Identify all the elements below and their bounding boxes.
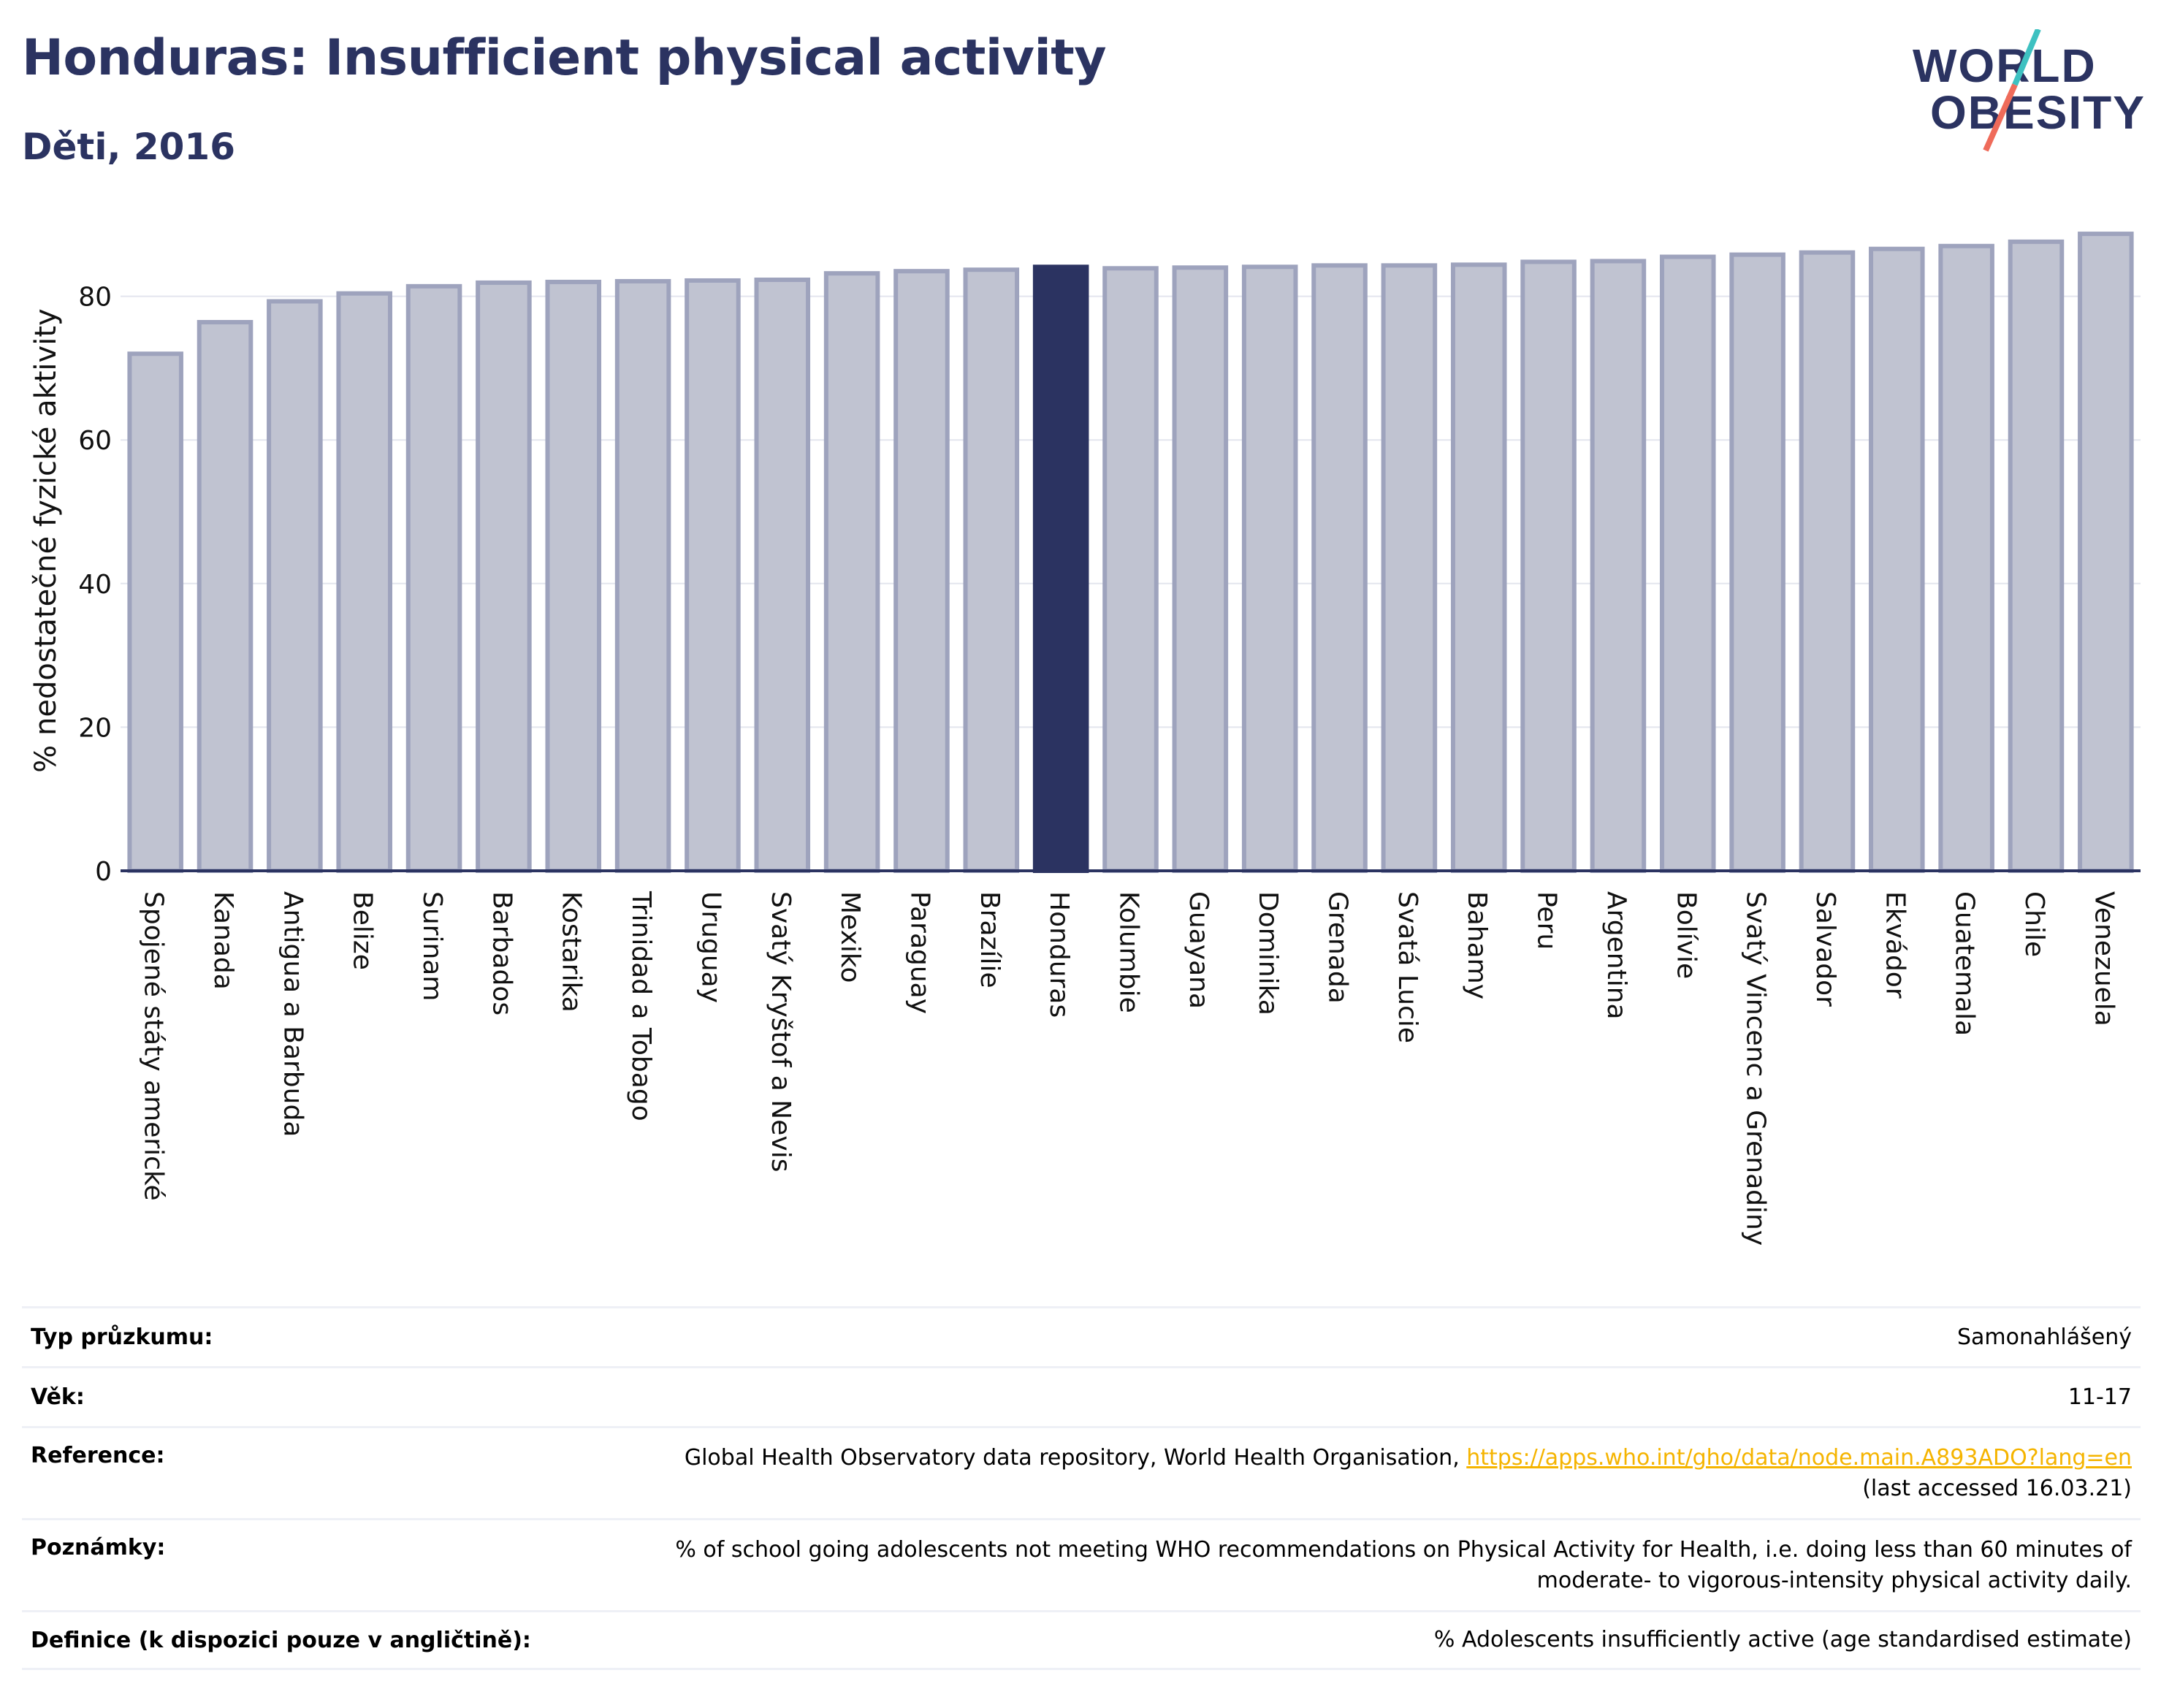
axes: 0 20 40 60 80 Spojené státy americké Kanada Ant…: [78, 283, 2141, 1246]
reference-link[interactable]: https://apps.who.int/gho/data/node.main.…: [1466, 1445, 2132, 1471]
x-tick-label: Svatý Kryštof a Nevis: [766, 891, 796, 1172]
info-value: Global Health Observatory data repositor…: [685, 1443, 2132, 1518]
x-tick-label: Trinidad a Tobago: [626, 891, 656, 1121]
logo-line1: WORLD: [1913, 39, 2097, 92]
x-tick-label: Kolumbie: [1114, 891, 1144, 1013]
bar: [197, 319, 254, 874]
bar: [754, 277, 811, 873]
bar: [1102, 266, 1159, 873]
x-tick-label: Guayana: [1184, 891, 1213, 1009]
bar: [2008, 239, 2065, 873]
x-tick-label: Svatý Vincenc a Grenadiny: [1741, 891, 1771, 1246]
bar: [1590, 259, 1647, 874]
x-tick-label: Kanada: [208, 891, 238, 990]
bar: [1381, 263, 1438, 873]
x-tick-label: Svatá Lucie: [1392, 891, 1422, 1043]
bar: [614, 278, 671, 874]
y-tick-label: 60: [78, 426, 112, 456]
notes-line1: % of school going adolescents not meetin…: [675, 1537, 2132, 1563]
bar: [823, 271, 880, 874]
notes-line2: moderate- to vigorous-intensity physical…: [1536, 1568, 2132, 1593]
bar: [1241, 264, 1298, 873]
bar: [405, 283, 462, 873]
x-tick-label: Bahamy: [1462, 891, 1492, 999]
x-tick-label: Paraguay: [904, 891, 934, 1014]
x-tick-label: Guatemala: [1950, 891, 1980, 1036]
y-tick-label: 80: [78, 283, 112, 313]
x-tick-label: Spojené státy americké: [139, 891, 169, 1201]
x-tick-label: Bolívie: [1671, 891, 1701, 979]
x-tick-label: Barbados: [487, 891, 517, 1015]
bar: [1311, 263, 1368, 873]
x-tick-label: Ekvádor: [1880, 891, 1910, 999]
reference-access-date: (last accessed 16.03.21): [1862, 1476, 2132, 1501]
info-row-notes: Poznámky: % of school going adolescents …: [22, 1518, 2141, 1610]
info-row-reference: Reference: Global Health Observatory dat…: [22, 1426, 2141, 1518]
info-value: 11-17: [2067, 1384, 2132, 1410]
info-label: Poznámky:: [31, 1535, 166, 1560]
bar: [1172, 265, 1229, 873]
x-tick-label: Chile: [2019, 891, 2049, 957]
reference-text: Global Health Observatory data repositor…: [684, 1445, 1467, 1471]
x-tick-label: Mexiko: [835, 891, 865, 983]
info-label: Definice (k dispozici pouze v angličtině…: [31, 1627, 531, 1653]
info-label: Reference:: [31, 1443, 165, 1468]
bar: [1450, 262, 1507, 873]
x-tick-label: Honduras: [1044, 891, 1074, 1018]
x-tick-label: Uruguay: [695, 891, 725, 1003]
x-tick-label: Venezuela: [2089, 891, 2119, 1026]
chart-title: Honduras: Insufficient physical activity: [22, 29, 1107, 87]
bar: [1032, 264, 1089, 873]
y-tick-label: 40: [78, 570, 112, 600]
x-tick-label: Antigua a Barbuda: [278, 891, 308, 1137]
bar: [1799, 250, 1856, 873]
bar: [336, 291, 392, 873]
logo-slash-teal: [2012, 29, 2041, 86]
bar-chart: 0 20 40 60 80 Spojené státy americké Kanada Ant…: [29, 232, 2141, 1246]
bar: [2078, 232, 2134, 874]
x-tick-label: Argentina: [1601, 891, 1631, 1020]
x-tick-label: Peru: [1532, 891, 1562, 950]
x-tick-label: Salvador: [1810, 891, 1840, 1007]
bar: [127, 351, 183, 873]
bar: [267, 299, 323, 873]
logo-slash-coral: [1983, 83, 2018, 152]
y-tick-label: 0: [95, 857, 112, 887]
bar: [476, 280, 532, 874]
x-tick-label: Belize: [348, 891, 378, 970]
info-table: Typ průzkumu: Samonahlášený Věk: 11-17 R…: [22, 1306, 2141, 1670]
bar: [1869, 246, 1925, 873]
x-tick-label: Grenada: [1323, 891, 1353, 1004]
bars: [127, 232, 2134, 874]
x-tick-label: Surinam: [417, 891, 447, 1001]
y-tick-label: 20: [78, 713, 112, 743]
bar: [1938, 243, 1994, 874]
bar: [685, 278, 741, 873]
bar: [963, 267, 1020, 873]
x-tick-label: Dominika: [1253, 891, 1283, 1015]
info-value: Samonahlášený: [1957, 1324, 2132, 1350]
info-value: % of school going adolescents not meetin…: [675, 1535, 2132, 1610]
logo-line2: OBESITY: [1930, 86, 2146, 139]
bar: [1729, 252, 1785, 873]
world-obesity-logo: WORLD OBESITY: [1913, 29, 2146, 152]
x-tick-label: Brazílie: [975, 891, 1005, 988]
bar: [1659, 254, 1716, 874]
y-axis-label: % nedostatečné fyzické aktivity: [29, 308, 63, 772]
bar: [893, 269, 950, 873]
info-value: % Adolescents insufficiently active (age…: [1433, 1627, 2132, 1652]
info-label: Typ průzkumu:: [31, 1324, 213, 1350]
info-label: Věk:: [31, 1384, 85, 1410]
info-row-age: Věk: 11-17: [22, 1366, 2141, 1426]
info-row-definition: Definice (k dispozici pouze v angličtině…: [22, 1610, 2141, 1670]
bar: [545, 279, 602, 873]
x-tick-label: Kostarika: [557, 891, 587, 1013]
info-row-survey-type: Typ průzkumu: Samonahlášený: [22, 1306, 2141, 1366]
chart-subtitle: Děti, 2016: [22, 126, 236, 168]
bar: [1520, 259, 1577, 873]
